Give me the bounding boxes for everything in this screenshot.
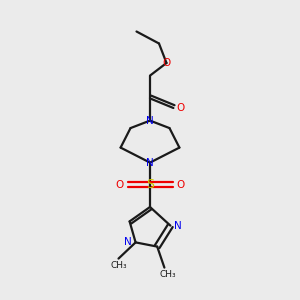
Text: N: N: [146, 158, 154, 168]
Text: O: O: [177, 103, 185, 113]
Text: CH₃: CH₃: [110, 261, 127, 270]
Text: O: O: [115, 179, 123, 190]
Text: O: O: [177, 179, 185, 190]
Text: O: O: [162, 58, 171, 68]
Text: CH₃: CH₃: [159, 270, 176, 279]
Text: N: N: [124, 237, 132, 248]
Text: N: N: [174, 220, 182, 231]
Text: N: N: [146, 116, 154, 126]
Text: S: S: [146, 178, 154, 191]
